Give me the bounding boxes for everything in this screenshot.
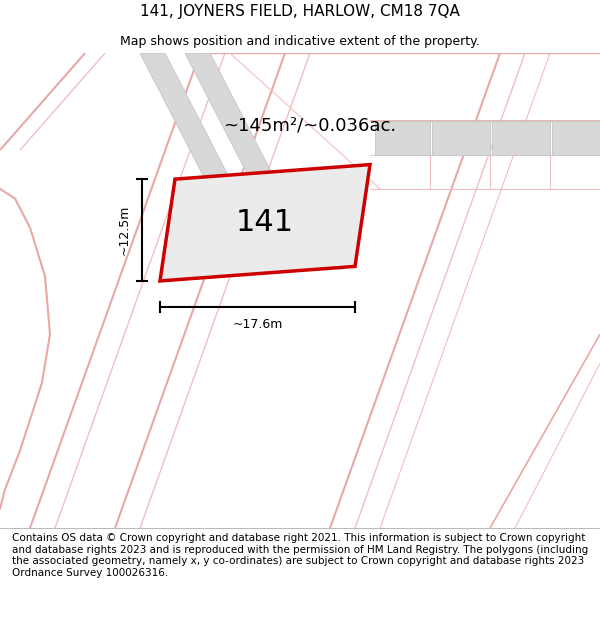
Polygon shape: [375, 121, 430, 155]
Text: 141, JOYNERS FIELD, HARLOW, CM18 7QA: 141, JOYNERS FIELD, HARLOW, CM18 7QA: [140, 4, 460, 19]
Text: Map shows position and indicative extent of the property.: Map shows position and indicative extent…: [120, 35, 480, 48]
Text: 141: 141: [236, 208, 294, 238]
Text: ~17.6m: ~17.6m: [232, 318, 283, 331]
Polygon shape: [432, 121, 490, 155]
Polygon shape: [160, 164, 370, 281]
Polygon shape: [552, 121, 600, 155]
Text: Contains OS data © Crown copyright and database right 2021. This information is : Contains OS data © Crown copyright and d…: [12, 533, 588, 578]
Text: ~12.5m: ~12.5m: [118, 205, 131, 255]
Polygon shape: [185, 53, 300, 227]
Polygon shape: [140, 53, 255, 227]
Text: ~145m²/~0.036ac.: ~145m²/~0.036ac.: [223, 117, 397, 135]
Polygon shape: [492, 121, 550, 155]
